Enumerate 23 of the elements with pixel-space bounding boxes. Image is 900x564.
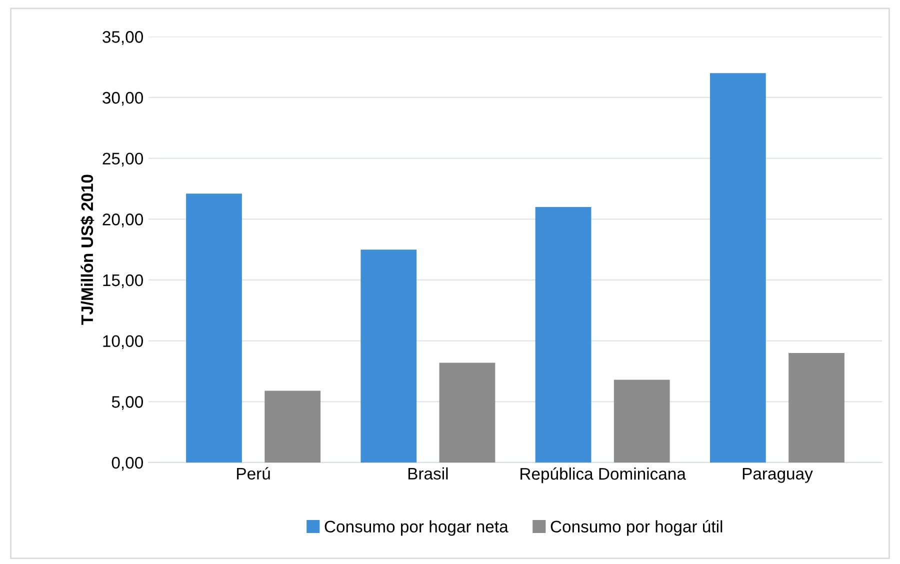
- y-tick-label: 15,00: [103, 274, 143, 288]
- bar: [710, 73, 766, 462]
- y-tick-label: 0,00: [112, 456, 143, 471]
- y-tick-label: 30,00: [102, 92, 143, 106]
- bar: [186, 194, 242, 462]
- bar: [788, 352, 844, 462]
- x-tick-label: Brasil: [408, 467, 448, 480]
- bar: [614, 380, 670, 462]
- x-tick-label: Perú: [237, 467, 270, 480]
- legend-label: Consumo por hogar neta: [324, 520, 508, 536]
- bar: [439, 362, 496, 462]
- y-tick-label: 10,00: [103, 335, 143, 349]
- y-tick-label: 20,00: [102, 214, 143, 228]
- bar: [535, 206, 592, 462]
- y-axis-title: TJ/Millón US$ 2010: [80, 174, 94, 325]
- legend-label: Consumo por hogar útil: [550, 520, 722, 536]
- y-tick-label: 25,00: [102, 152, 143, 166]
- bar: [360, 250, 417, 462]
- x-tick-label: República Dominicana: [520, 467, 686, 484]
- bar: [264, 390, 321, 462]
- y-tick-label: 35,00: [102, 31, 143, 45]
- x-tick-label: Paraguay: [742, 468, 813, 483]
- y-tick-label: 5,00: [112, 396, 143, 410]
